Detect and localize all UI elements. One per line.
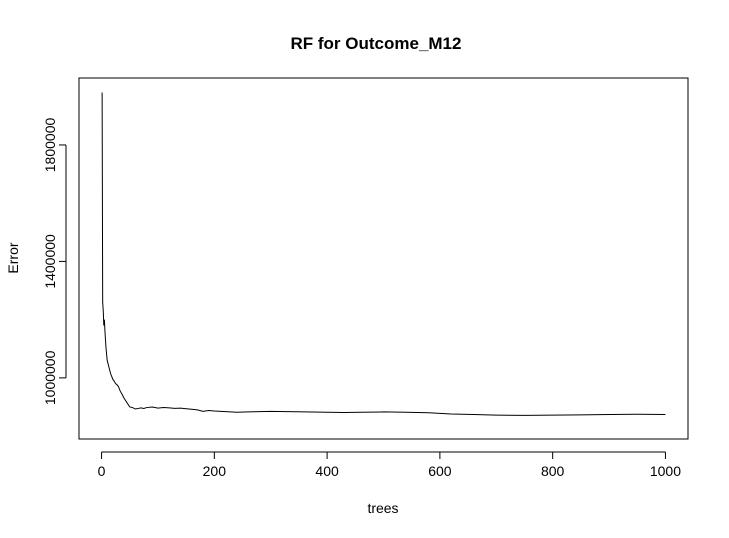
series-line [101, 92, 666, 416]
x-tick-label: 800 [541, 463, 565, 479]
x-tick-label: 600 [428, 463, 452, 479]
x-tick-label: 400 [315, 463, 339, 479]
plot-frame [78, 77, 689, 440]
y-axis-label: Error [5, 242, 21, 273]
x-axis-label: trees [367, 500, 398, 516]
y-tick-label: 1000000 [42, 350, 58, 405]
y-tick-label: 1400000 [42, 234, 58, 289]
x-tick-label: 200 [203, 463, 227, 479]
y-tick-label: 1800000 [42, 118, 58, 173]
x-tick-label: 0 [98, 463, 106, 479]
x-ticks: 0 200 400 600 800 1000 [98, 452, 681, 479]
chart-title: RF for Outcome_M12 [291, 34, 462, 53]
x-tick-label: 1000 [650, 463, 681, 479]
y-ticks: 1000000 1400000 1800000 [42, 118, 66, 405]
